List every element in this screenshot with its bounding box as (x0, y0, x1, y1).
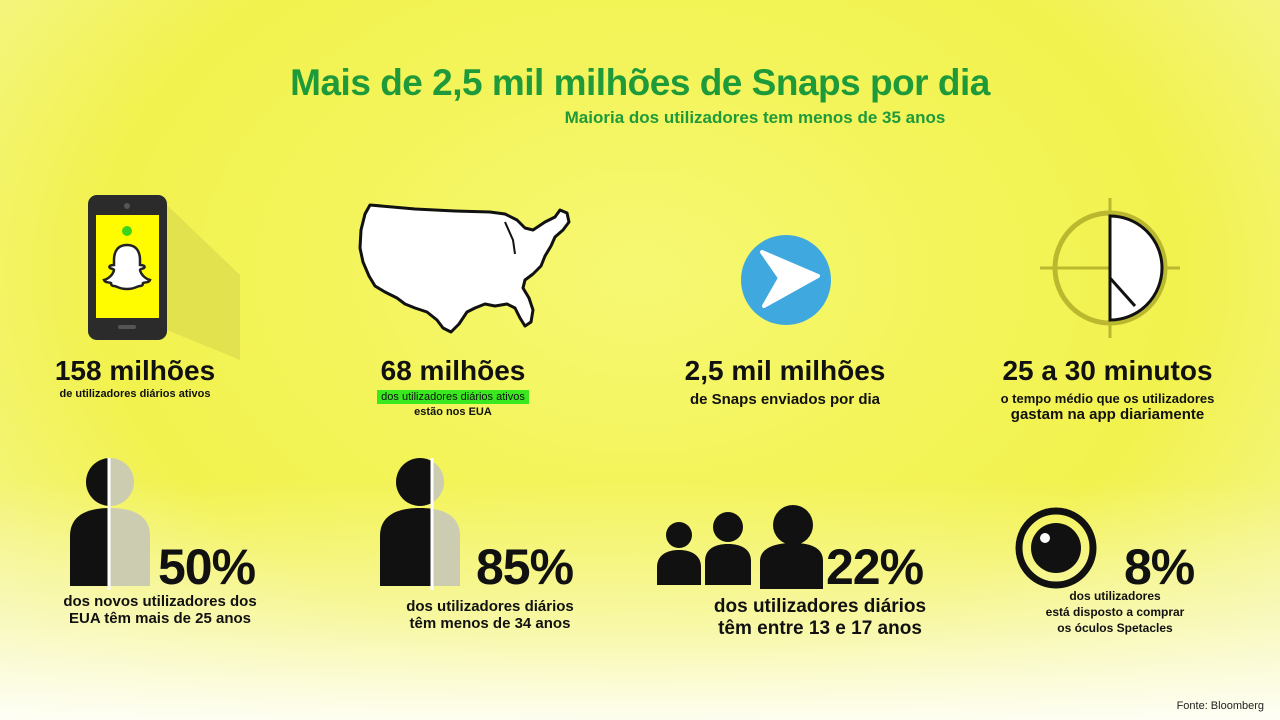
stat-desc-line1: o tempo médio que os utilizadores (1000, 391, 1215, 406)
stat-snaps-per-day: 2,5 mil milhões de Snaps enviados por di… (660, 355, 910, 408)
stat-desc: de utilizadores diários ativos (59, 388, 211, 400)
demo-line2: está disposto a comprar (1045, 605, 1185, 619)
demo-desc-3: dos utilizadores diários têm entre 13 e … (690, 596, 950, 640)
stat-desc-line2: gastam na app diariamente (1010, 406, 1205, 423)
demo-value: 50% (158, 539, 256, 595)
three-people-icon (657, 505, 823, 589)
demo-desc-2: dos utilizadores diários têm menos de 34… (370, 598, 610, 632)
stat-desc: de Snaps enviados por dia (689, 391, 881, 408)
usa-map-icon (358, 203, 571, 334)
demo-value: 22% (826, 539, 924, 595)
demo-value: 8% (1124, 539, 1195, 595)
demo-line2: têm menos de 34 anos (409, 615, 571, 632)
stat-desc: estão nos EUA (414, 406, 492, 418)
phone-snapchat-icon (88, 195, 240, 360)
demo-line3: os óculos Spetacles (1057, 621, 1173, 635)
stat-daily-users: 158 milhões de utilizadores diários ativ… (30, 355, 240, 400)
page-title: Mais de 2,5 mil milhões de Snaps por dia (290, 62, 990, 103)
stat-us-users: 68 milhões dos utilizadores diários ativ… (343, 355, 563, 418)
demo-line1: dos novos utilizadores dos (63, 593, 257, 610)
stat-time-spent: 25 a 30 minutos o tempo médio que os uti… (965, 355, 1250, 423)
page-subtitle: Maioria dos utilizadores tem menos de 35… (564, 108, 946, 127)
demo-value: 85% (476, 539, 574, 595)
demo-line1: dos utilizadores (1069, 589, 1161, 603)
background-fade (0, 480, 1280, 720)
demo-desc-1: dos novos utilizadores dos EUA têm mais … (40, 593, 280, 627)
person-partial-icon (380, 458, 460, 590)
stat-value: 158 milhões (54, 355, 216, 386)
person-half-icon (70, 458, 150, 590)
stat-value: 68 milhões (380, 355, 526, 386)
clock-dial-icon (1040, 198, 1180, 338)
demo-line2: EUA têm mais de 25 anos (68, 610, 251, 627)
stat-value: 25 a 30 minutos (1002, 355, 1213, 386)
source-note: Fonte: Bloomberg (1176, 700, 1264, 712)
demo-line1: dos utilizadores diários (406, 598, 574, 615)
camera-lens-icon (1015, 507, 1097, 589)
send-arrow-icon (741, 235, 831, 325)
stat-value: 2,5 mil milhões (684, 355, 886, 386)
stat-desc-highlight: dos utilizadores diários ativos (377, 390, 529, 404)
demo-desc-4: dos utilizadores está disposto a comprar… (1015, 589, 1215, 635)
demo-line1: dos utilizadores diários (713, 596, 927, 617)
demo-line2: têm entre 13 e 17 anos (718, 618, 922, 639)
